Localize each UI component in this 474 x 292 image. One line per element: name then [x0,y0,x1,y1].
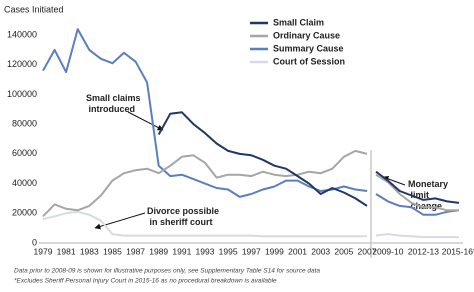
x-tick-label: 2015-16* [442,246,474,256]
x-tick-label: 2003 [311,246,330,256]
y-tick-label: 20000 [12,208,37,218]
x-tick-label: 1995 [219,246,238,256]
x-tick-label: 1979 [34,246,53,256]
x-tick-label: 1999 [265,246,284,256]
arrow [382,176,406,186]
y-tick-label: 120000 [7,59,37,69]
x-tick-label: 2009-10 [372,246,403,256]
x-tick-label: 1989 [149,246,168,256]
x-tick-label: 1997 [242,246,261,256]
x-tick-label: 1991 [172,246,191,256]
x-tick-label: 2007 [358,246,377,256]
x-tick-label: 1993 [196,246,215,256]
annotation: Small claims introduced [86,93,141,114]
x-tick-label: 2001 [288,246,307,256]
x-tick-label: 2005 [334,246,353,256]
x-tick-label: 1987 [126,246,145,256]
arrow [94,212,146,230]
legend-label: Court of Session [273,56,345,66]
series-line [42,149,368,217]
legend-label: Ordinary Cause [273,30,340,40]
y-tick-label: 100000 [7,89,37,99]
x-tick-label: 1981 [57,246,76,256]
x-tick-label: 1983 [80,246,99,256]
x-tick-label: 1985 [103,246,122,256]
legend-label: Summary Cause [273,43,344,53]
series-line [375,173,459,212]
footnote: *Excludes Sheriff Personal Injury Court … [14,278,277,285]
y-tick-label: 0 [32,237,37,247]
annotation: Divorce possible in sheriff court [147,206,219,227]
series-line [375,193,460,216]
series-line [375,233,459,239]
legend-label: Small Claim [273,17,324,27]
series-line [42,210,367,238]
series-line [375,170,460,204]
arrow [127,111,164,131]
footnote: Data prior to 2008-09 is shown for illus… [14,268,320,275]
y-tick-label: 140000 [7,29,37,39]
y-tick-label: 40000 [12,178,37,188]
y-tick-label: 60000 [12,148,37,158]
series-line [157,111,368,207]
y-tick-label: 80000 [12,119,37,129]
x-tick-label: 2012-13 [408,246,439,256]
y-axis-label: Cases Initiated [4,4,64,14]
